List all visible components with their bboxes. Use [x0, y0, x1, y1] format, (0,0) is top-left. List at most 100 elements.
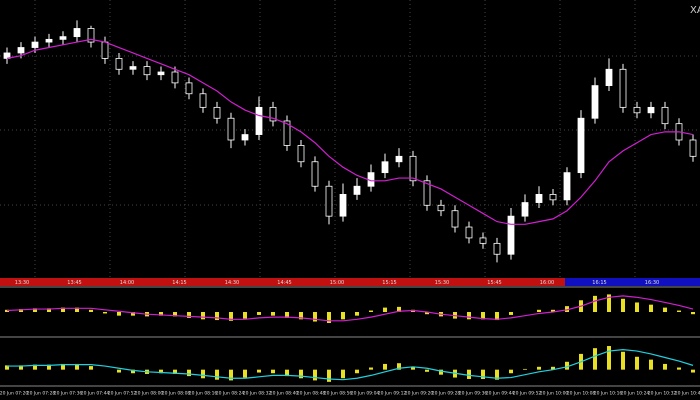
histogram-bar	[201, 369, 205, 379]
candle-body	[521, 202, 529, 217]
histogram-bar	[271, 312, 275, 316]
time-label: 16:30	[645, 280, 659, 286]
candle-body	[577, 117, 585, 174]
histogram-bar	[397, 306, 401, 312]
candle-body	[101, 41, 109, 59]
histogram-bar	[173, 312, 177, 317]
histogram-bar	[621, 298, 625, 312]
histogram-bar	[565, 361, 569, 370]
candle-body	[185, 82, 193, 95]
candle-body	[297, 145, 305, 163]
time-label: 14:30	[225, 280, 239, 286]
histogram-bar	[565, 306, 569, 312]
histogram-bar	[411, 366, 415, 370]
time-label: 14:15	[172, 280, 186, 286]
candle-body	[283, 120, 291, 146]
candle-body	[479, 237, 487, 244]
histogram-bar	[75, 363, 79, 370]
histogram-bar	[649, 359, 653, 370]
candle-body	[129, 66, 137, 70]
indicator-line	[6, 38, 694, 225]
histogram-bar	[593, 295, 597, 312]
histogram-bar	[341, 369, 345, 379]
histogram-bar	[173, 369, 177, 374]
histogram-bar	[229, 312, 233, 321]
histogram-bar	[355, 369, 359, 374]
time-label: 15:00	[330, 280, 344, 286]
date-time-label: 20 Jun 10:08	[567, 391, 596, 397]
candle-body	[451, 210, 459, 228]
date-time-label: 20 Jun 08:08	[162, 391, 191, 397]
candle-body	[381, 161, 389, 174]
histogram-bar	[131, 369, 135, 374]
histogram-bar	[257, 369, 261, 373]
candle-body	[591, 85, 599, 119]
histogram-bar	[89, 366, 93, 370]
histogram-bar	[327, 369, 331, 382]
date-time-label: 20 Jun 10:40	[675, 391, 700, 397]
histogram-bar	[271, 369, 275, 374]
date-time-label: 20 Jun 09:44	[486, 391, 515, 397]
histogram-bar	[229, 369, 233, 381]
date-time-label: 20 Jun 08:56	[324, 391, 353, 397]
date-time-label: 20 Jun 10:32	[648, 391, 677, 397]
histogram-bar	[509, 369, 513, 374]
histogram-bar	[495, 312, 499, 321]
date-time-label: 20 Jun 08:16	[189, 391, 218, 397]
histogram-bar	[257, 312, 261, 315]
histogram-bar	[663, 307, 667, 312]
histogram-bar	[159, 369, 163, 374]
date-time-label: 20 Jun 08:40	[270, 391, 299, 397]
histogram-bar	[285, 312, 289, 318]
histogram-bar	[117, 312, 121, 316]
candle-body	[339, 193, 347, 217]
date-time-label: 20 Jun 07:36	[54, 391, 83, 397]
date-time-label: 20 Jun 07:44	[81, 391, 110, 397]
candle-body	[171, 71, 179, 84]
histogram-bar	[383, 363, 387, 370]
histogram-bar	[243, 312, 247, 319]
candle-body	[87, 28, 95, 43]
time-label: 16:15	[592, 280, 606, 286]
time-label: 14:45	[277, 280, 291, 286]
candle-body	[465, 226, 473, 239]
histogram-bar	[425, 312, 429, 315]
histogram-bar	[89, 309, 93, 312]
date-time-label: 20 Jun 10:24	[621, 391, 650, 397]
candle-body	[199, 93, 207, 108]
symbol-label: XA	[690, 5, 700, 16]
date-time-label: 20 Jun 10:00	[540, 391, 569, 397]
time-scale-bar-highlight	[565, 278, 700, 286]
candle-body	[633, 106, 641, 114]
candle-body	[661, 106, 669, 125]
time-label: 15:45	[487, 280, 501, 286]
histogram-bar	[607, 294, 611, 312]
histogram-bar	[159, 312, 163, 316]
histogram-bar	[397, 363, 401, 370]
histogram-bar	[117, 369, 121, 373]
candle-body	[255, 106, 263, 135]
candle-body	[325, 185, 333, 217]
candle-body	[563, 172, 571, 201]
candle-body	[605, 68, 613, 86]
date-time-label: 20 Jun 07:28	[27, 391, 56, 397]
indicator-line	[7, 348, 694, 381]
candle-body	[17, 47, 25, 54]
histogram-bar	[691, 369, 695, 373]
histogram-bar	[677, 310, 681, 312]
histogram-bar	[369, 367, 373, 370]
candle-body	[423, 180, 431, 206]
histogram-bar	[313, 369, 317, 381]
date-time-label: 20 Jun 09:36	[459, 391, 488, 397]
candle-body	[157, 71, 165, 76]
candle-body	[409, 155, 417, 182]
histogram-bar	[327, 312, 331, 323]
histogram-bar	[537, 366, 541, 370]
date-time-label: 20 Jun 09:28	[432, 391, 461, 397]
histogram-bar	[243, 369, 247, 378]
date-time-label: 20 Jun 08:24	[216, 391, 245, 397]
candle-body	[689, 139, 697, 157]
date-time-label: 20 Jun 08:00	[135, 391, 164, 397]
date-time-label: 20 Jun 10:16	[594, 391, 623, 397]
candle-body	[269, 106, 277, 122]
